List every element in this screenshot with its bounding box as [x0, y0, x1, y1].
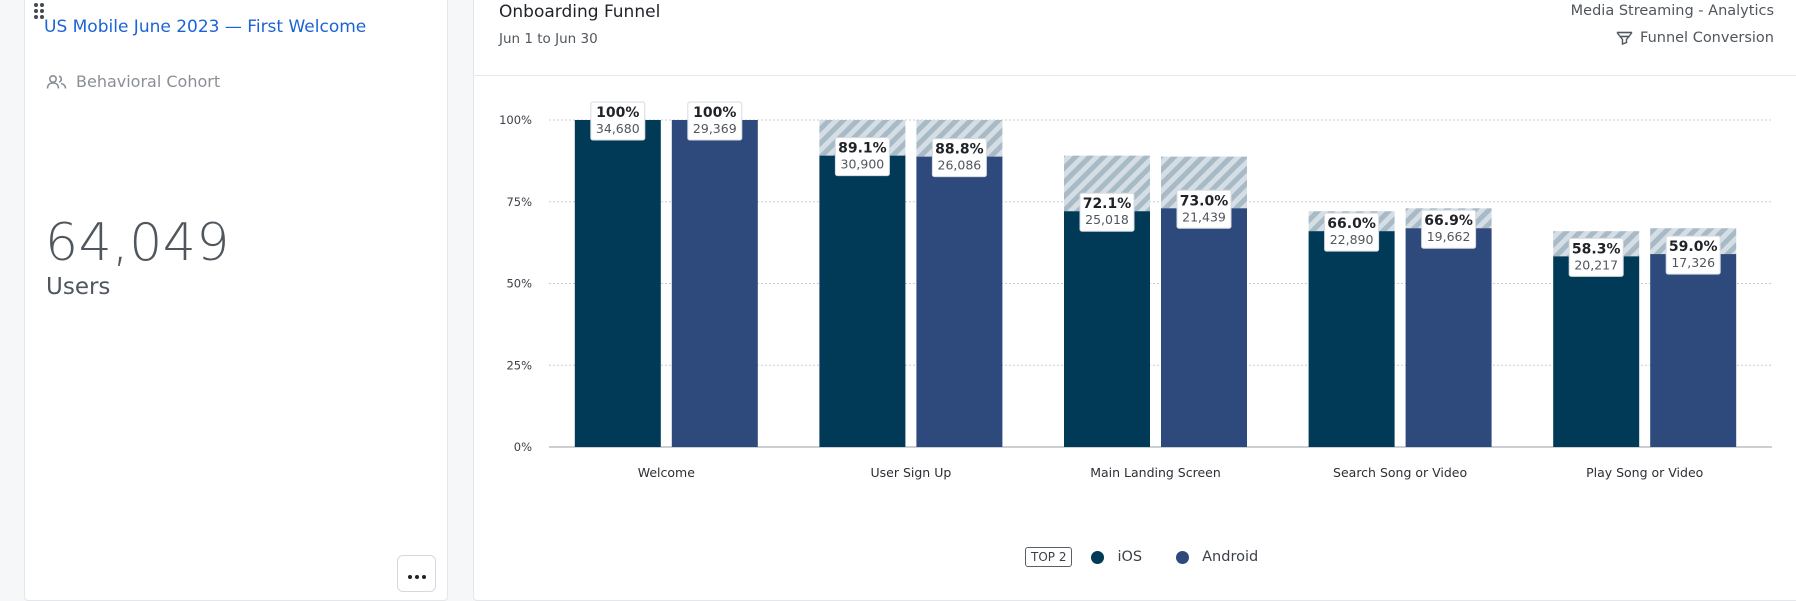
category-group: 66.0%22,890 66.9%19,662 Search Song or Vid…: [1308, 208, 1492, 480]
x-category-label: Play Song or Video: [1586, 465, 1703, 480]
legend-dot-ios: [1091, 550, 1105, 564]
data-label-count: 21,439: [1182, 209, 1226, 224]
data-label-count: 25,018: [1085, 212, 1129, 227]
x-category-label: Search Song or Video: [1333, 465, 1467, 480]
chart-legend: TOP 2 iOS Android: [1025, 547, 1292, 567]
bar[interactable]: [1650, 254, 1737, 447]
data-label-percent: 100%: [596, 105, 639, 121]
y-tick-label: 25%: [506, 358, 532, 372]
bar[interactable]: [671, 120, 758, 447]
cohort-title-link[interactable]: US Mobile June 2023 — First Welcome: [44, 17, 367, 37]
y-tick-label: 50%: [506, 277, 532, 291]
funnel-icon: [1616, 31, 1633, 45]
data-label-box: [1568, 237, 1624, 277]
legend-item-ios[interactable]: iOS: [1091, 549, 1142, 565]
data-label-box: [687, 101, 743, 141]
user-count-unit: Users: [46, 274, 111, 300]
bar[interactable]: [1553, 256, 1640, 447]
users-icon: [46, 74, 67, 89]
data-label-count: 30,900: [841, 157, 885, 172]
data-label-box: [590, 101, 646, 141]
more-options-button[interactable]: [397, 555, 436, 592]
chart-title[interactable]: Onboarding Funnel: [499, 2, 661, 22]
bar[interactable]: [1064, 211, 1150, 447]
bar[interactable]: [1405, 228, 1492, 447]
legend-label-android: Android: [1202, 549, 1259, 565]
cohort-card: [24, 0, 448, 601]
data-label-percent: 89.1%: [838, 141, 887, 157]
data-label-percent: 72.1%: [1083, 196, 1132, 212]
data-label-box: [1176, 189, 1232, 229]
category-group: 58.3%20,217 59.0%17,326 Play Song or Video: [1553, 228, 1737, 480]
y-tick-label: 100%: [499, 113, 532, 127]
data-label-percent: 100%: [693, 105, 736, 121]
bar[interactable]: [916, 156, 1003, 447]
legend-item-android[interactable]: Android: [1176, 549, 1258, 565]
data-label-box: [931, 138, 987, 178]
data-label-percent: 59.0%: [1669, 239, 1718, 255]
more-horizontal-icon: [406, 564, 427, 583]
data-label-box: [1421, 209, 1477, 249]
funnel-bar-chart: 0%25%50%75%100% 100%34,680100%29,369Welco…: [499, 101, 1772, 480]
category-group: 89.1%30,900 88.8%26,086 User Sign Up: [819, 120, 1003, 480]
data-label-box: [834, 137, 890, 177]
legend-label-ios: iOS: [1117, 549, 1143, 565]
header-divider: [474, 75, 1796, 76]
data-label-box: [1324, 212, 1380, 252]
legend-dot-android: [1176, 550, 1190, 564]
data-label-count: 34,680: [596, 121, 640, 136]
chart-type-label: Funnel Conversion: [1640, 30, 1774, 46]
bar[interactable]: [1161, 208, 1247, 447]
user-count: 64,049: [45, 213, 230, 273]
data-label-count: 29,369: [693, 121, 737, 136]
data-label-percent: 66.0%: [1327, 216, 1376, 232]
chart-type: Funnel Conversion: [1616, 30, 1774, 46]
data-label-percent: 73.0%: [1180, 193, 1229, 209]
data-label-count: 22,890: [1330, 232, 1374, 247]
drag-handle-icon[interactable]: [34, 3, 46, 21]
category-group: 72.1%25,018 73.0%21,439 Main Landing Scree…: [1064, 155, 1247, 480]
bar[interactable]: [819, 155, 906, 447]
legend-top-badge: TOP 2: [1025, 547, 1073, 567]
y-tick-label: 75%: [506, 195, 532, 209]
data-label-percent: 66.9%: [1424, 213, 1473, 229]
data-label-percent: 58.3%: [1572, 241, 1621, 257]
x-category-label: User Sign Up: [871, 465, 952, 480]
x-category-label: Main Landing Screen: [1090, 465, 1221, 480]
data-label-count: 19,662: [1427, 229, 1471, 244]
cohort-type-label: Behavioral Cohort: [76, 72, 221, 91]
x-category-label: Welcome: [638, 465, 695, 480]
project-name[interactable]: Media Streaming - Analytics: [1570, 3, 1774, 19]
bar[interactable]: [574, 120, 661, 447]
data-label-box: [1665, 235, 1721, 275]
data-label-count: 17,326: [1671, 255, 1715, 270]
data-label-percent: 88.8%: [935, 142, 984, 158]
data-label-count: 20,217: [1574, 257, 1618, 272]
cohort-type: Behavioral Cohort: [46, 72, 220, 91]
data-label-box: [1079, 192, 1135, 232]
data-label-count: 26,086: [938, 158, 982, 173]
chart-date-range: Jun 1 to Jun 30: [499, 31, 598, 47]
bar[interactable]: [1308, 231, 1395, 447]
y-tick-label: 0%: [514, 440, 532, 454]
